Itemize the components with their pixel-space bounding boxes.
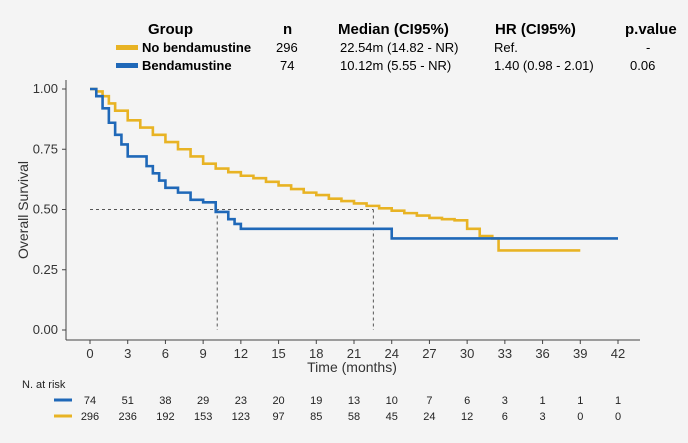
x-tick-label: 24 <box>384 346 398 361</box>
x-tick-label: 12 <box>234 346 248 361</box>
risk-count: 74 <box>84 395 96 407</box>
legend-pvalue-no-bendamustine: - <box>646 40 650 55</box>
x-tick-label: 36 <box>535 346 549 361</box>
risk-count: 0 <box>577 411 583 423</box>
risk-count: 58 <box>348 411 360 423</box>
legend-table: Group n Median (CI95%) HR (CI95%) p.valu… <box>116 21 677 73</box>
risk-table-title: N. at risk <box>22 379 66 391</box>
risk-count: 24 <box>423 411 435 423</box>
legend-median-no-bendamustine: 22.54m (14.82 - NR) <box>340 40 459 55</box>
x-tick-label: 9 <box>200 346 207 361</box>
legend-header-n: n <box>283 21 292 38</box>
risk-count: 3 <box>502 395 508 407</box>
risk-count: 123 <box>232 411 250 423</box>
legend-header-median: Median (CI95%) <box>338 21 449 38</box>
legend-pvalue-bendamustine: 0.06 <box>630 58 655 73</box>
legend-header-pvalue: p.value <box>625 21 677 38</box>
x-ticks: 0 3 6 9 12 15 18 21 24 27 30 33 36 39 42 <box>86 340 625 361</box>
x-tick-label: 6 <box>162 346 169 361</box>
y-ticks: 0.00 0.25 0.50 0.75 1.00 <box>33 81 66 337</box>
x-tick-label: 0 <box>86 346 93 361</box>
risk-count: 6 <box>464 395 470 407</box>
x-tick-label: 21 <box>347 346 361 361</box>
risk-count: 6 <box>502 411 508 423</box>
risk-count: 51 <box>122 395 134 407</box>
risk-count: 38 <box>159 395 171 407</box>
legend-swatch-bendamustine <box>116 63 138 68</box>
y-tick-label: 0.75 <box>33 141 58 156</box>
legend-hr-no-bendamustine: Ref. <box>494 40 518 55</box>
legend-swatch-no-bendamustine <box>116 45 138 50</box>
risk-count: 45 <box>386 411 398 423</box>
legend-header-group: Group <box>148 21 193 38</box>
risk-count: 7 <box>426 395 432 407</box>
x-tick-label: 27 <box>422 346 436 361</box>
risk-count: 153 <box>194 411 212 423</box>
y-tick-label: 1.00 <box>33 81 58 96</box>
x-tick-label: 3 <box>124 346 131 361</box>
risk-count: 19 <box>310 395 322 407</box>
risk-count: 13 <box>348 395 360 407</box>
risk-count: 10 <box>386 395 398 407</box>
x-tick-label: 39 <box>573 346 587 361</box>
risk-count: 1 <box>577 395 583 407</box>
y-tick-label: 0.00 <box>33 322 58 337</box>
survival-curves <box>90 87 618 252</box>
survival-line-no-bendamustine <box>90 87 581 252</box>
x-tick-label: 18 <box>309 346 323 361</box>
risk-count: 192 <box>156 411 174 423</box>
legend-header-hr: HR (CI95%) <box>495 21 576 38</box>
survival-line-bendamustine <box>90 87 618 240</box>
legend-n-no-bendamustine: 296 <box>276 40 298 55</box>
x-tick-label: 30 <box>460 346 474 361</box>
x-axis-label: Time (months) <box>307 359 397 375</box>
risk-count: 20 <box>272 395 284 407</box>
y-tick-label: 0.25 <box>33 262 58 277</box>
legend-median-bendamustine: 10.12m (5.55 - NR) <box>340 58 451 73</box>
risk-count: 97 <box>272 411 284 423</box>
risk-count: 296 <box>81 411 99 423</box>
legend-hr-bendamustine: 1.40 (0.98 - 2.01) <box>494 58 594 73</box>
x-tick-label: 15 <box>271 346 285 361</box>
y-axis-label: Overall Survival <box>15 161 31 259</box>
risk-count: 0 <box>615 411 621 423</box>
risk-count: 29 <box>197 395 209 407</box>
y-tick-label: 0.50 <box>33 202 58 217</box>
risk-count: 236 <box>119 411 137 423</box>
legend-label-bendamustine: Bendamustine <box>142 58 232 73</box>
legend-n-bendamustine: 74 <box>280 58 294 73</box>
risk-count: 1 <box>615 395 621 407</box>
risk-count: 23 <box>235 395 247 407</box>
x-tick-label: 33 <box>498 346 512 361</box>
x-tick-label: 42 <box>611 346 625 361</box>
risk-count: 85 <box>310 411 322 423</box>
legend-label-no-bendamustine: No bendamustine <box>142 40 251 55</box>
risk-count: 12 <box>461 411 473 423</box>
risk-count: 3 <box>540 411 546 423</box>
risk-count: 1 <box>540 395 546 407</box>
